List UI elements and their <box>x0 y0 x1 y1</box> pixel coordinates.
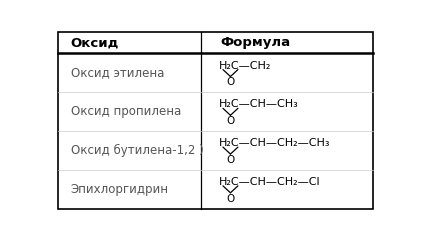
Text: Оксид: Оксид <box>71 36 119 49</box>
Text: O: O <box>226 77 234 87</box>
Text: Оксид этилена: Оксид этилена <box>71 66 164 79</box>
Text: Формула: Формула <box>221 36 291 49</box>
Text: O: O <box>226 116 234 126</box>
Text: H₂C—CH—CH₂—Cl: H₂C—CH—CH₂—Cl <box>219 177 321 187</box>
Text: Эпихлоргидрин: Эпихлоргидрин <box>71 183 168 196</box>
Text: Оксид пропилена: Оксид пропилена <box>71 105 181 118</box>
Text: H₂C—CH—CH₂—CH₃: H₂C—CH—CH₂—CH₃ <box>219 138 330 148</box>
Text: Оксид бутилена-1,2 ): Оксид бутилена-1,2 ) <box>71 144 203 157</box>
Text: O: O <box>226 155 234 165</box>
Text: O: O <box>226 194 234 204</box>
Text: H₂C—CH₂: H₂C—CH₂ <box>219 60 272 70</box>
Text: H₂C—CH—CH₃: H₂C—CH—CH₃ <box>219 99 299 109</box>
